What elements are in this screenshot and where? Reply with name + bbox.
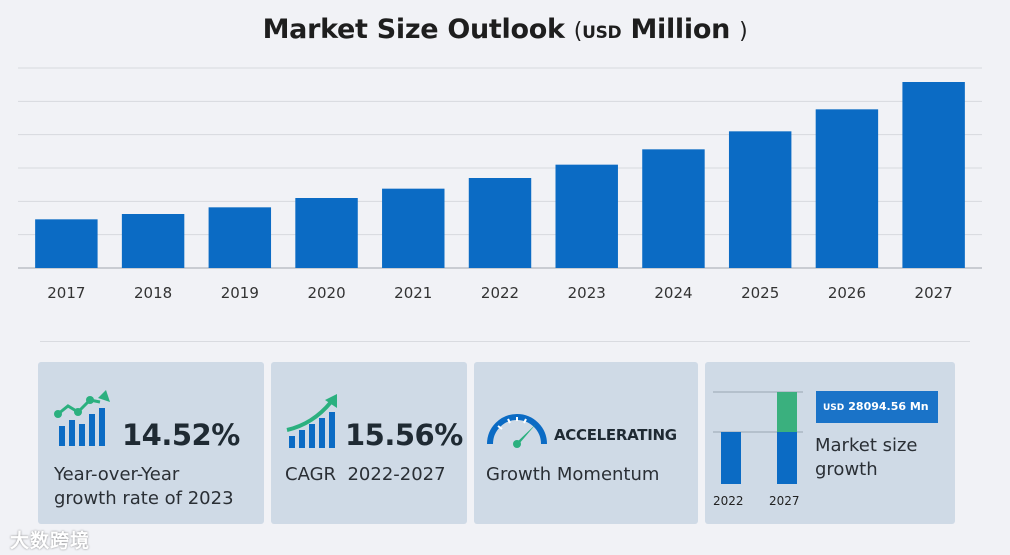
- x-tick-label: 2025: [741, 284, 779, 302]
- card-growth-momentum: ACCELERATING Growth Momentum: [474, 362, 698, 524]
- bar-2026: [815, 109, 879, 268]
- bar-2027: [902, 82, 965, 268]
- x-tick-label: 2024: [654, 284, 692, 302]
- bar-2023: [555, 164, 618, 268]
- bar-2024: [642, 149, 705, 268]
- x-tick-label: 2021: [394, 284, 432, 302]
- title-unit: Million: [630, 14, 730, 45]
- page-title: Market Size Outlook (USD Million ): [0, 14, 1010, 45]
- bar-2021: [382, 188, 445, 268]
- section-divider: [40, 341, 970, 342]
- market-size-badge: USD 28094.56 Mn: [816, 391, 938, 423]
- bar-2017: [35, 219, 98, 268]
- mini-tick-2022: 2022: [713, 494, 744, 508]
- mini-tick-2027: 2027: [769, 494, 800, 508]
- title-currency: USD: [582, 23, 622, 43]
- x-tick-label: 2020: [307, 284, 345, 302]
- x-tick-label: 2023: [568, 284, 606, 302]
- x-tick-label: 2026: [828, 284, 866, 302]
- badge-currency: USD: [823, 403, 845, 413]
- yoy-growth-caption-line2: growth rate of 2023: [54, 488, 234, 509]
- cagr-value: 15.56%: [345, 418, 463, 452]
- yoy-growth-caption-line1: Year-over-Year: [54, 464, 180, 485]
- market-size-caption-line1: Market size: [815, 435, 918, 456]
- bar-2018: [121, 214, 185, 268]
- bar-chart-trend-icon: [54, 390, 110, 446]
- cagr-caption: CAGR 2022-2027: [285, 464, 446, 485]
- title-paren-open: (: [573, 19, 583, 44]
- x-tick-label: 2017: [47, 284, 85, 302]
- badge-value: 28094.56 Mn: [848, 400, 929, 413]
- speedometer-gauge-icon: [487, 414, 547, 448]
- bar-chart-arrow-up-icon: [286, 394, 337, 448]
- card-yoy-growth: 14.52% Year-over-Year growth rate of 202…: [38, 362, 264, 524]
- x-tick-label: 2027: [915, 284, 953, 302]
- bar-2019: [208, 207, 272, 268]
- x-tick-label: 2022: [481, 284, 519, 302]
- bar-2020: [295, 198, 358, 268]
- x-tick-label: 2018: [134, 284, 172, 302]
- x-tick-label: 2019: [221, 284, 259, 302]
- momentum-status: ACCELERATING: [554, 426, 677, 444]
- bar-2022: [468, 178, 532, 268]
- mini-bar-comparison-icon: [713, 391, 803, 484]
- card-market-size-growth: USD 28094.56 Mn Market size growth 2022 2…: [705, 362, 955, 524]
- bar-2025: [728, 131, 792, 268]
- card-cagr: 15.56% CAGR 2022-2027: [271, 362, 467, 524]
- momentum-caption: Growth Momentum: [486, 464, 660, 485]
- watermark: 大数跨境: [10, 530, 91, 552]
- market-size-caption-line2: growth: [815, 459, 878, 480]
- title-paren-close: ): [739, 19, 748, 44]
- title-main: Market Size Outlook: [262, 14, 565, 45]
- yoy-growth-value: 14.52%: [122, 418, 240, 452]
- bar-chart: 2017 2018 2019 2020 2021 2022 2023 2024 2025 2026…: [18, 67, 982, 302]
